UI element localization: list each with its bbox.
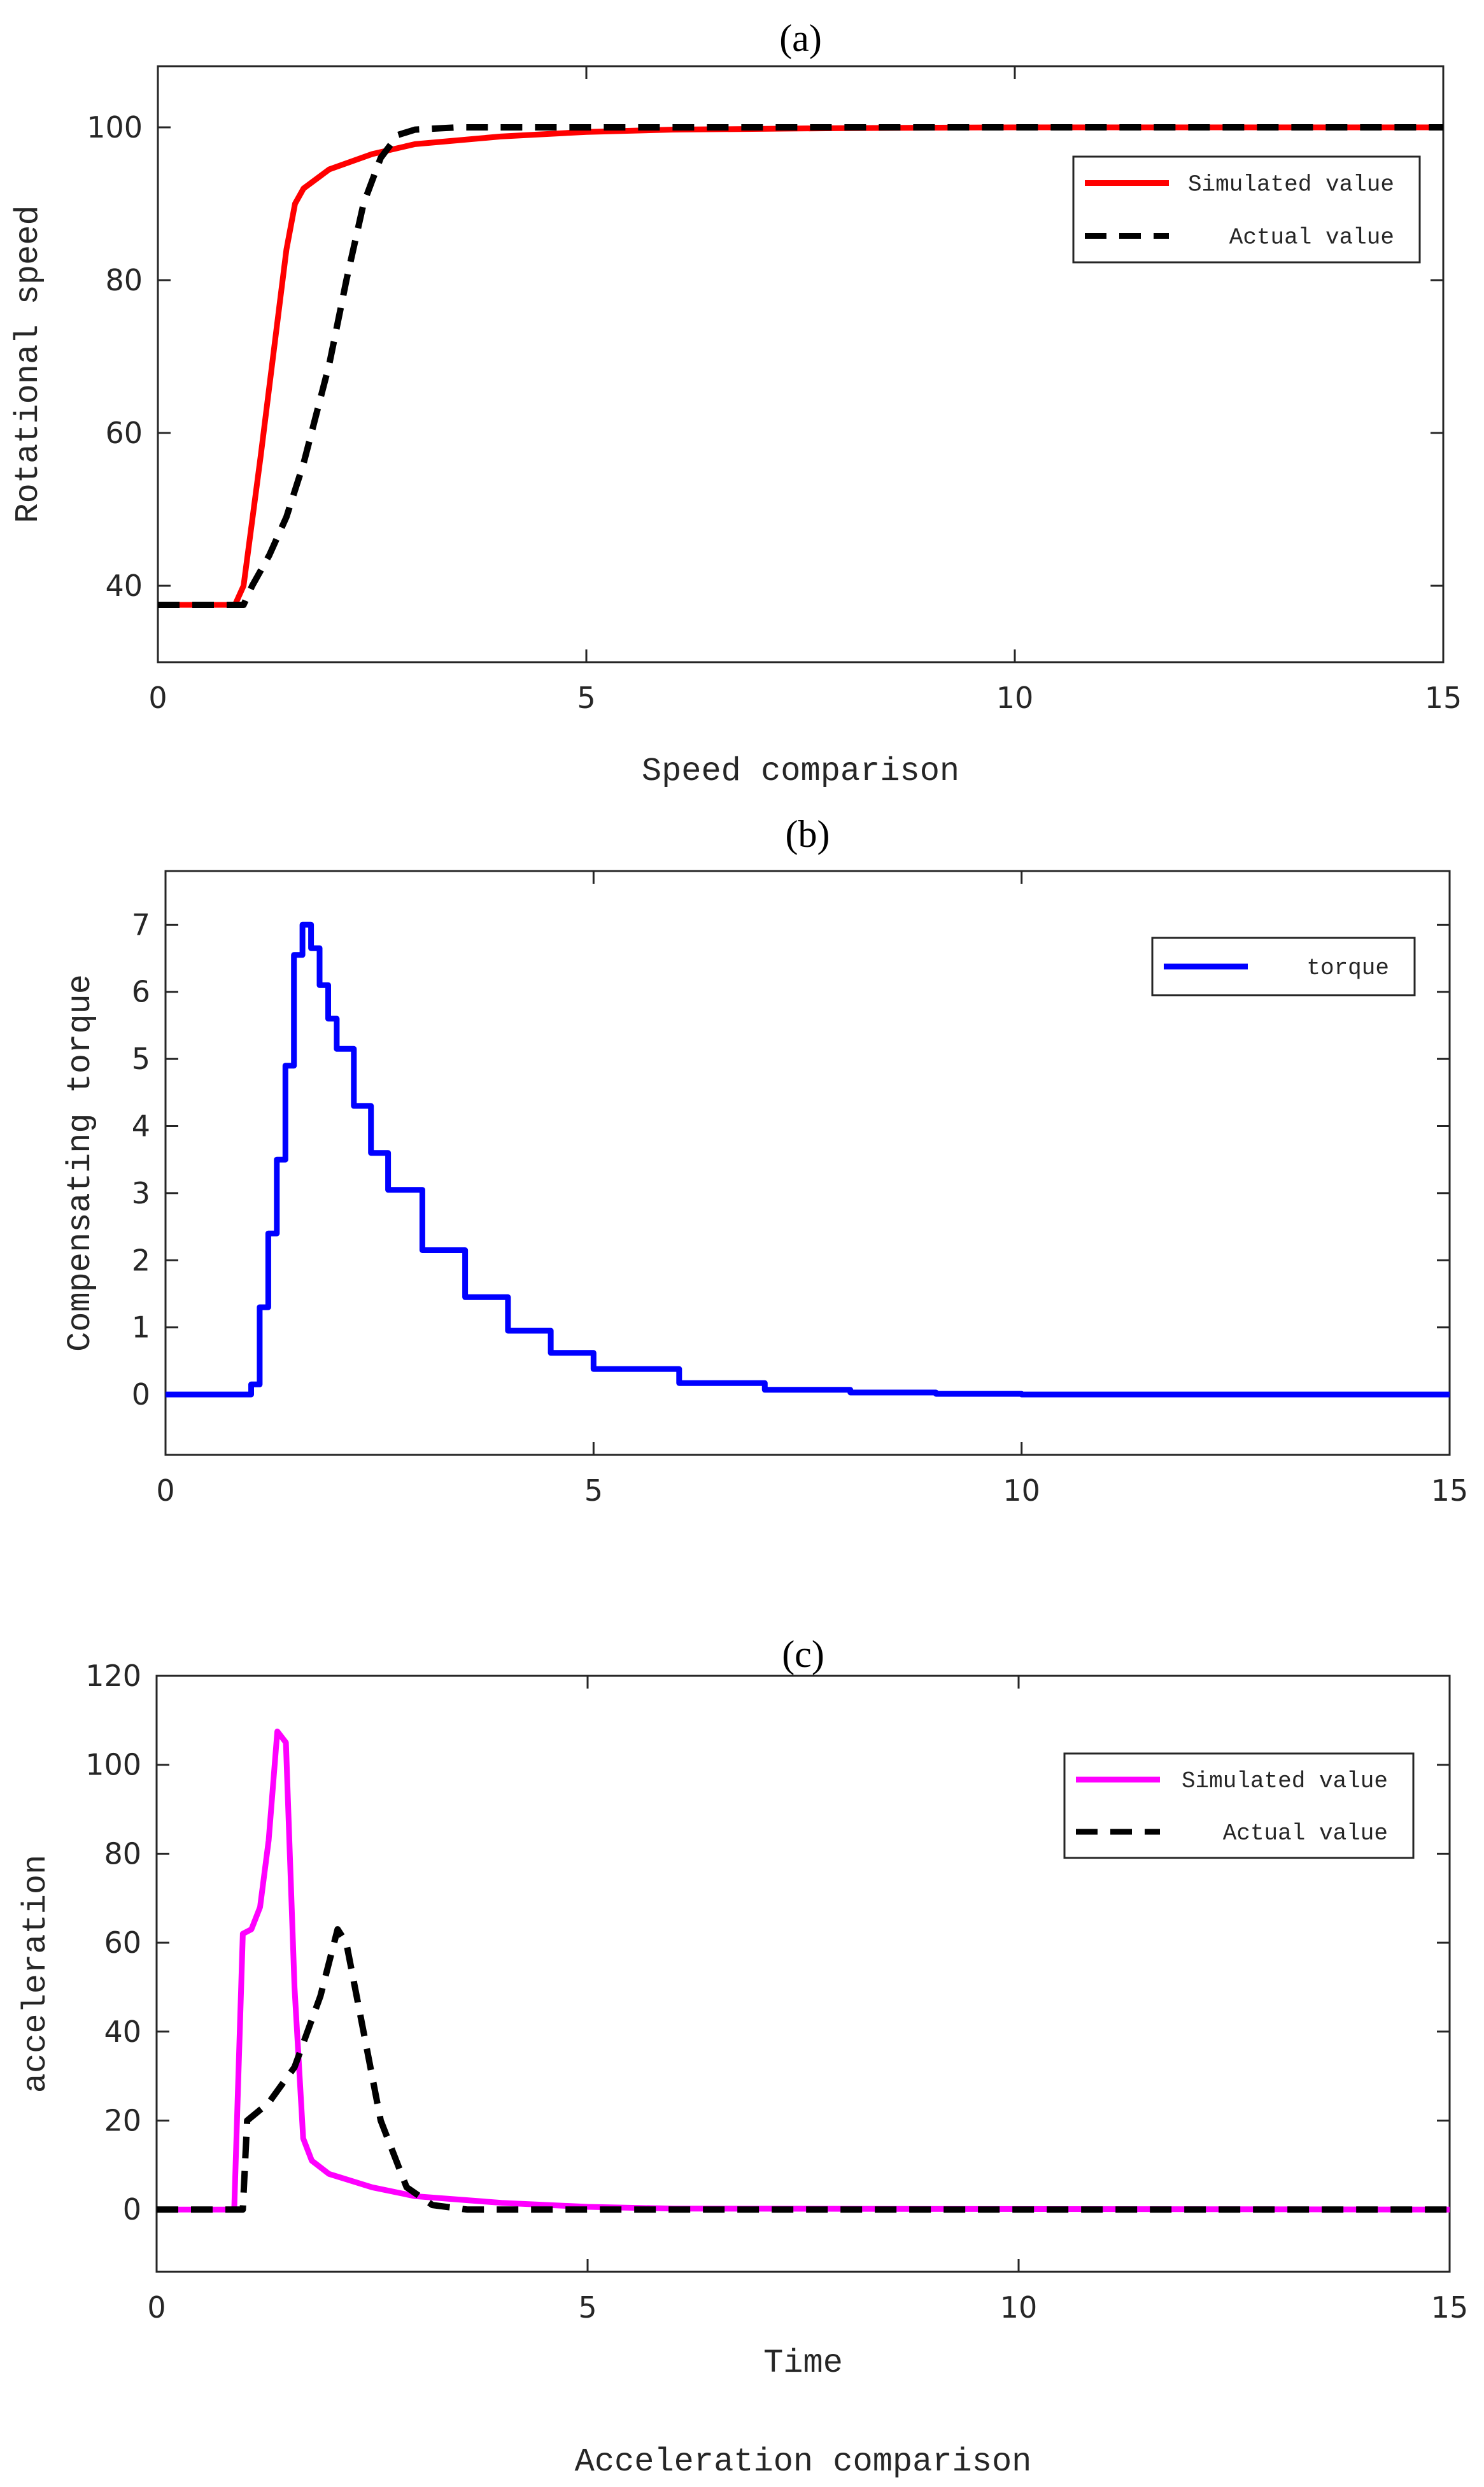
y-tick-label: 1 <box>132 1310 150 1345</box>
x-tick-label: 5 <box>578 2290 597 2325</box>
x-tick-label: 15 <box>1431 1473 1469 1508</box>
figure-caption: Acceleration comparison <box>575 2443 1032 2481</box>
legend-box <box>1063 1752 1415 1859</box>
chart-c: 0 5 10 15 0 20 40 60 80 100 120 (c) acceleration Time… <box>17 1633 1468 2481</box>
series-line-simulated-value <box>158 124 1443 608</box>
y-tick-label: 7 <box>132 907 150 942</box>
series-line-actual-value <box>158 124 1443 608</box>
y-tick-label: 100 <box>85 1748 141 1782</box>
x-tick-label: 0 <box>147 2290 166 2325</box>
y-tick-label: 3 <box>132 1176 150 1210</box>
y-axis-label: Rotational speed <box>10 205 47 523</box>
y-tick-label: 0 <box>123 2192 141 2227</box>
plot-frame <box>157 65 1445 663</box>
chart-title: (b) <box>786 813 830 855</box>
chart-title: (c) <box>782 1633 824 1675</box>
y-tick-label: 5 <box>132 1042 150 1076</box>
y-tick-label: 120 <box>85 1659 141 1693</box>
legend-label: Actual value <box>1229 225 1394 251</box>
chart-b: 0 5 10 15 0 1 2 3 4 5 6 7 (b) Compensating torque torq… <box>62 813 1468 1508</box>
x-tick-label: 10 <box>1000 2290 1038 2325</box>
x-tick-label: 0 <box>156 1473 174 1508</box>
legend-label: Actual value <box>1223 1820 1388 1846</box>
x-tick-label: 0 <box>148 681 167 715</box>
series-line-actual-value <box>157 1926 1450 2213</box>
y-tick-label: 80 <box>105 263 143 297</box>
y-tick-label: 2 <box>132 1243 150 1277</box>
y-axis-label: Compensating torque <box>62 974 99 1352</box>
y-tick-label: 20 <box>104 2104 141 2138</box>
legend-label: Simulated value <box>1188 172 1394 198</box>
y-tick-label: 60 <box>104 1925 141 1960</box>
series-line-torque <box>166 921 1450 1398</box>
x-tick-label: 10 <box>1003 1473 1040 1508</box>
y-tick-label: 40 <box>105 569 143 603</box>
y-tick-label: 60 <box>105 416 143 450</box>
x-axis-label: Time <box>763 2344 843 2382</box>
y-tick-label: 40 <box>104 2015 141 2049</box>
legend-box <box>1072 155 1421 264</box>
chart-title: (a) <box>779 17 822 59</box>
legend-label: Simulated value <box>1182 1768 1388 1794</box>
x-axis-label: Speed comparison <box>642 753 959 790</box>
y-tick-label: 80 <box>104 1836 141 1871</box>
y-tick-label: 0 <box>132 1377 150 1412</box>
legend-label: torque <box>1306 955 1389 981</box>
x-tick-label: 10 <box>996 681 1034 715</box>
x-tick-label: 5 <box>577 681 595 715</box>
y-tick-label: 6 <box>132 975 150 1009</box>
x-tick-label: 15 <box>1425 681 1462 715</box>
chart-a: 0 5 10 15 40 60 80 100 (a) Rotational speed Speed … <box>10 17 1462 790</box>
x-tick-label: 15 <box>1431 2290 1469 2325</box>
y-tick-label: 4 <box>132 1109 150 1144</box>
y-tick-label: 100 <box>87 110 143 145</box>
y-axis-label: acceleration <box>17 1855 55 2093</box>
x-tick-label: 5 <box>584 1473 603 1508</box>
